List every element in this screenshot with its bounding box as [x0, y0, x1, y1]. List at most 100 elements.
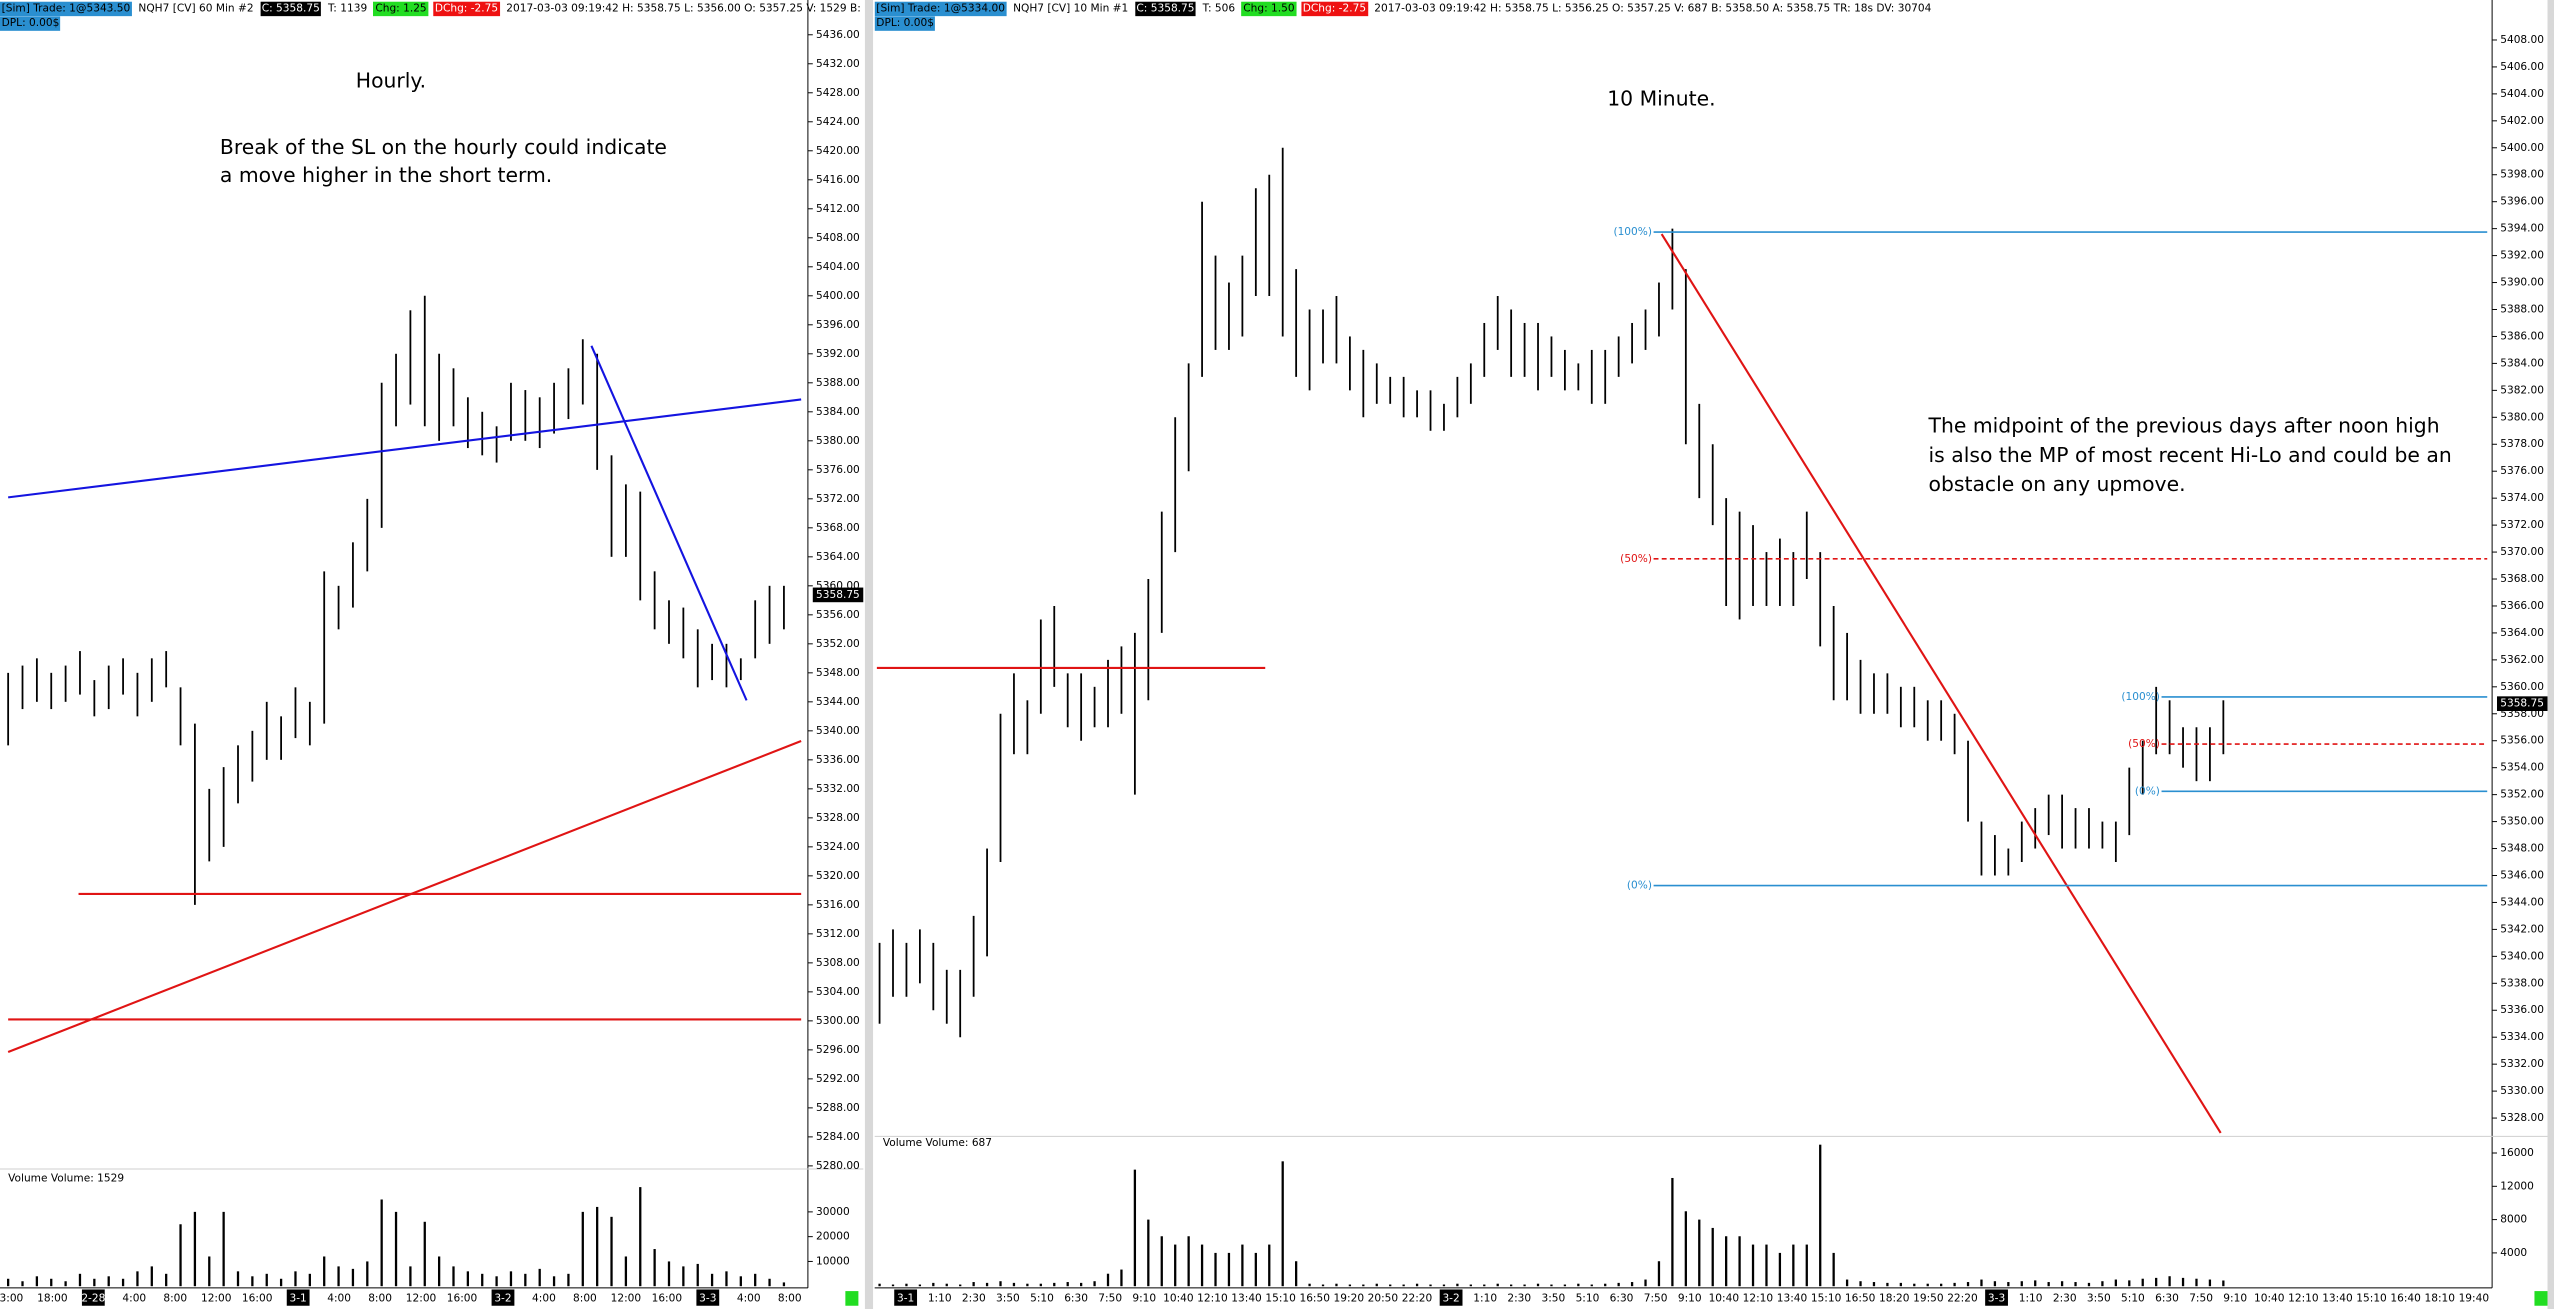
y-tick-label: 5352.00	[2500, 789, 2544, 801]
x-tick-label: 7:50	[1644, 1292, 1668, 1304]
trend-line	[7, 740, 802, 1054]
y-tick-label: 5364.00	[2500, 627, 2544, 639]
volume-bar	[1079, 1282, 1083, 1287]
volume-bar	[107, 1276, 110, 1287]
volume-bar	[2007, 1282, 2010, 1287]
x-tick-label: 5:10	[1576, 1292, 1600, 1304]
volume-bar	[1765, 1244, 1768, 1287]
volume-bar	[7, 1278, 10, 1287]
instrument: NQH7 [CV] 10 Min #1	[1013, 1, 1129, 15]
y-tick-label: 5382.00	[2500, 384, 2544, 396]
y-tick-label: 5368.00	[816, 522, 860, 534]
volume-bar	[538, 1268, 541, 1287]
y-tick-label: 5324.00	[816, 841, 860, 853]
y-tick-label: 5404.00	[816, 261, 860, 273]
volume-bar	[294, 1271, 297, 1287]
volume-bar	[1362, 1284, 1365, 1287]
volume-bar	[2060, 1281, 2064, 1287]
volume-bar	[193, 1211, 197, 1287]
y-tick-label: 4000	[2500, 1247, 2527, 1259]
x-tick-label: 19:40	[2459, 1292, 2490, 1304]
y-tick-label: 5394.00	[2500, 223, 2544, 235]
volume-bar	[50, 1278, 53, 1287]
y-tick-label: 5362.00	[2500, 654, 2544, 666]
x-tick-label: 5:10	[1030, 1292, 1054, 1304]
volume-bar	[918, 1284, 922, 1287]
last-price-marker	[2496, 696, 2548, 711]
y-tick-label: 5392.00	[2500, 250, 2544, 262]
x-tick-label: 15:10	[1811, 1292, 1842, 1304]
y-tick-label: 5400.00	[816, 290, 860, 302]
y-tick-label: 5350.00	[2500, 816, 2544, 828]
volume-bar	[653, 1249, 656, 1287]
volume-bar	[710, 1273, 714, 1287]
volume-bar	[150, 1266, 153, 1287]
x-tick-label: 8:00	[778, 1292, 802, 1304]
y-tick-label: 5344.00	[2500, 896, 2544, 908]
sim-trade: [Sim] Trade: 1@5343.50	[0, 1, 132, 17]
y-tick-label: 5398.00	[2500, 169, 2544, 181]
x-tick-label: 7:50	[1098, 1292, 1122, 1304]
volume-bar	[1415, 1283, 1419, 1287]
close: C: 5358.75	[260, 1, 322, 17]
trend-line	[590, 345, 748, 701]
volume-bar	[481, 1273, 484, 1287]
volume-bar	[891, 1284, 895, 1287]
volume-bar	[423, 1221, 426, 1287]
info: 2017-03-03 09:19:42 H: 5358.75 L: 5356.2…	[1374, 1, 1932, 15]
volume-bar	[999, 1281, 1002, 1287]
volume-bar	[1590, 1284, 1593, 1287]
y-tick-label: 5360.00	[816, 580, 860, 592]
volume-bar	[2074, 1282, 2077, 1287]
volume-bar	[1953, 1282, 1956, 1287]
volume-bar	[1281, 1161, 1284, 1287]
volume-bar	[1066, 1282, 1069, 1287]
y-tick-label: 5390.00	[2500, 277, 2544, 289]
volume-bar	[1832, 1252, 1835, 1287]
x-tick-label: 22:20	[1402, 1292, 1433, 1304]
volume-bar	[1630, 1282, 1634, 1287]
x-tick-label: 3:50	[996, 1292, 1020, 1304]
volume-bar	[1026, 1283, 1029, 1287]
x-tick-label: 18:20	[1879, 1292, 1910, 1304]
last-price-marker	[812, 587, 864, 603]
y-tick-label: 5336.00	[2500, 1004, 2544, 1016]
x-tick-label: 1:10	[928, 1292, 952, 1304]
volume-bar	[2168, 1276, 2171, 1287]
volume-bar	[1536, 1283, 1540, 1287]
volume-bar	[351, 1268, 355, 1287]
volume-bar	[2222, 1280, 2225, 1287]
y-tick-label: 12000	[2500, 1180, 2534, 1192]
volume-bar	[1684, 1211, 1687, 1287]
y-tick-label: 5416.00	[816, 174, 860, 186]
y-tick-label: 5376.00	[2500, 465, 2544, 477]
x-tick-label: 16:00	[447, 1292, 478, 1304]
volume-bar	[136, 1271, 139, 1287]
trend-line	[8, 398, 802, 499]
dpl: DPL: 0.00$	[0, 16, 61, 31]
x-tick-label: 3-3	[699, 1292, 716, 1304]
volume-bar	[782, 1282, 786, 1287]
volume-bar	[1295, 1261, 1298, 1287]
x-tick-label: 16:40	[2390, 1292, 2421, 1304]
x-tick-label: 3-2	[494, 1292, 511, 1304]
volume-bar	[2141, 1278, 2144, 1287]
annotation: The midpoint of the previous days after …	[1928, 414, 2440, 438]
volume-bar	[366, 1261, 369, 1287]
volume-bar	[1657, 1261, 1661, 1287]
volume-bar	[945, 1283, 948, 1287]
volume-bar	[1039, 1283, 1042, 1287]
volume-bar	[768, 1278, 771, 1287]
volume-bar	[1348, 1284, 1352, 1287]
y-tick-label: 5354.00	[2500, 762, 2544, 774]
y-tick-label: 5372.00	[816, 493, 860, 505]
volume-bar	[567, 1273, 570, 1287]
y-tick-label: 5406.00	[2500, 61, 2544, 73]
x-tick-label: 1:10	[2019, 1292, 2043, 1304]
date-marker	[696, 1289, 720, 1306]
volume-bar	[2155, 1277, 2158, 1287]
y-tick-label: 5396.00	[2500, 196, 2544, 208]
y-tick-label: 5428.00	[816, 87, 860, 99]
volume-bar	[509, 1271, 513, 1287]
y-tick-label: 5334.00	[2500, 1031, 2544, 1043]
